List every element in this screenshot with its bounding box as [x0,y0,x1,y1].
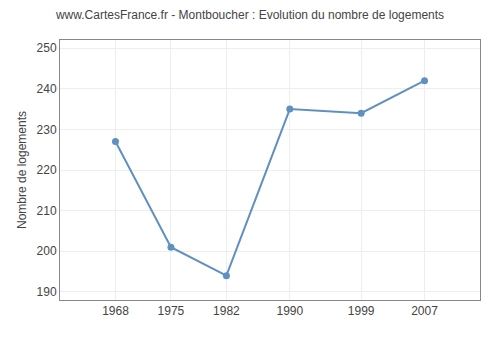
svg-text:1975: 1975 [158,304,185,318]
svg-text:1999: 1999 [348,304,375,318]
svg-text:1982: 1982 [213,304,240,318]
svg-text:210: 210 [37,204,57,218]
svg-text:240: 240 [37,82,57,96]
svg-text:Nombre de logements: Nombre de logements [15,111,29,229]
svg-text:1968: 1968 [102,304,129,318]
svg-text:www.CartesFrance.fr - Montbouc: www.CartesFrance.fr - Montboucher : Evol… [55,8,444,22]
svg-text:2007: 2007 [411,304,438,318]
svg-text:1990: 1990 [276,304,303,318]
svg-text:200: 200 [37,244,57,258]
svg-text:250: 250 [37,41,57,55]
svg-text:220: 220 [37,163,57,177]
svg-text:190: 190 [37,285,57,299]
svg-text:230: 230 [37,123,57,137]
